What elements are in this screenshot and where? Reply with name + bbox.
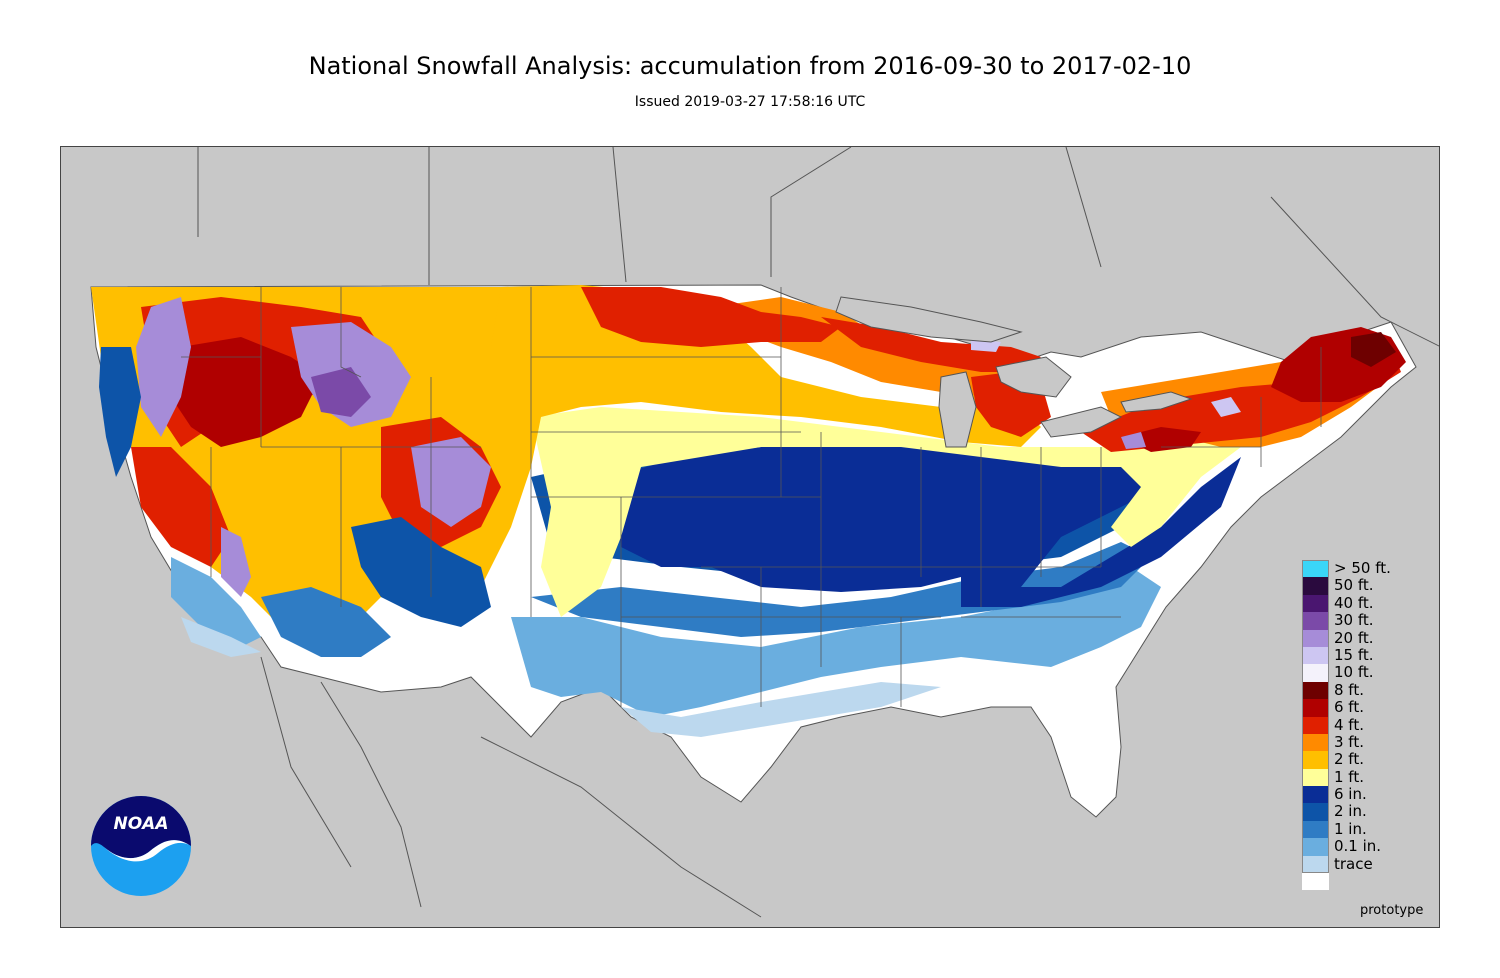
legend-item-7: 8 ft. — [1302, 680, 1422, 700]
legend-swatch — [1302, 838, 1329, 856]
legend-label: 10 ft. — [1334, 663, 1374, 682]
legend-item-10: 3 ft. — [1302, 732, 1422, 752]
legend-item-14: 2 in. — [1302, 802, 1422, 821]
legend-swatch — [1302, 612, 1329, 630]
legend-item-18 — [1302, 873, 1422, 891]
legend-item-5: 15 ft. — [1302, 645, 1422, 665]
legend-swatch — [1302, 681, 1329, 700]
legend-item-2: 40 ft. — [1302, 593, 1422, 613]
legend-swatch — [1302, 820, 1329, 839]
legend-swatch — [1302, 560, 1329, 578]
legend-label: 15 ft. — [1334, 645, 1374, 664]
legend-item-12: 1 ft. — [1302, 767, 1422, 787]
legend-swatch — [1302, 629, 1329, 647]
legend-swatch — [1302, 733, 1329, 752]
legend-label: trace — [1334, 854, 1373, 873]
legend-item-8: 6 ft. — [1302, 698, 1422, 717]
legend-label: 6 in. — [1334, 785, 1367, 804]
legend-label: 8 ft. — [1334, 680, 1364, 699]
legend-swatch — [1302, 768, 1329, 787]
legend-swatch — [1302, 873, 1329, 891]
snow-fill — [91, 285, 1406, 737]
background-borders — [197, 147, 1439, 918]
legend-item-0: > 50 ft. — [1302, 559, 1422, 578]
great-lakes — [835, 296, 1193, 448]
snowfall-map[interactable]: prototype — [60, 146, 1440, 928]
legend-item-13: 6 in. — [1302, 785, 1422, 804]
legend-label: 2 in. — [1334, 802, 1367, 821]
issued-timestamp: Issued 2019-03-27 17:58:16 UTC — [634, 94, 866, 110]
legend-label: 40 ft. — [1334, 593, 1374, 612]
map-title: National Snowfall Analysis: accumulation… — [308, 52, 1192, 80]
state-lines — [181, 287, 1322, 707]
map-canvas — [90, 147, 1439, 918]
legend-item-1: 50 ft. — [1302, 576, 1422, 595]
noaa-logo: NOAA — [91, 796, 191, 896]
legend-swatch — [1302, 786, 1329, 804]
legend-item-17: trace — [1302, 854, 1422, 874]
legend: > 50 ft. 50 ft. 40 ft. 30 ft. 20 ft. 15 … — [1302, 559, 1422, 891]
legend-swatch — [1302, 664, 1329, 682]
legend-swatch — [1302, 577, 1329, 595]
prototype-label: prototype — [1360, 903, 1424, 918]
legend-item-11: 2 ft. — [1302, 750, 1422, 769]
legend-item-4: 20 ft. — [1302, 628, 1422, 647]
legend-label: 6 ft. — [1334, 698, 1364, 717]
legend-label: 1 ft. — [1334, 767, 1364, 786]
legend-item-3: 30 ft. — [1302, 611, 1422, 630]
legend-swatch-border — [1302, 560, 1329, 873]
legend-swatch — [1302, 716, 1329, 734]
legend-item-9: 4 ft. — [1302, 715, 1422, 734]
legend-label: 50 ft. — [1334, 576, 1374, 595]
legend-swatch — [1302, 699, 1329, 717]
legend-label: 4 ft. — [1334, 715, 1364, 734]
legend-label: > 50 ft. — [1334, 559, 1391, 577]
noaa-logo-text: NOAA — [114, 814, 169, 834]
legend-label: 2 ft. — [1334, 750, 1364, 769]
legend-label: 0.1 in. — [1334, 837, 1382, 856]
legend-item-16: 0.1 in. — [1302, 837, 1422, 856]
legend-swatch — [1302, 594, 1329, 613]
legend-swatch — [1302, 855, 1329, 874]
legend-swatch — [1302, 646, 1329, 665]
legend-label: 1 in. — [1334, 819, 1367, 838]
legend-item-15: 1 in. — [1302, 819, 1422, 839]
legend-swatch — [1302, 803, 1329, 821]
legend-label: 20 ft. — [1334, 628, 1374, 647]
legend-label: 3 ft. — [1334, 732, 1364, 751]
legend-swatch — [1302, 751, 1329, 769]
legend-label: 30 ft. — [1334, 611, 1374, 630]
legend-item-6: 10 ft. — [1302, 663, 1422, 682]
